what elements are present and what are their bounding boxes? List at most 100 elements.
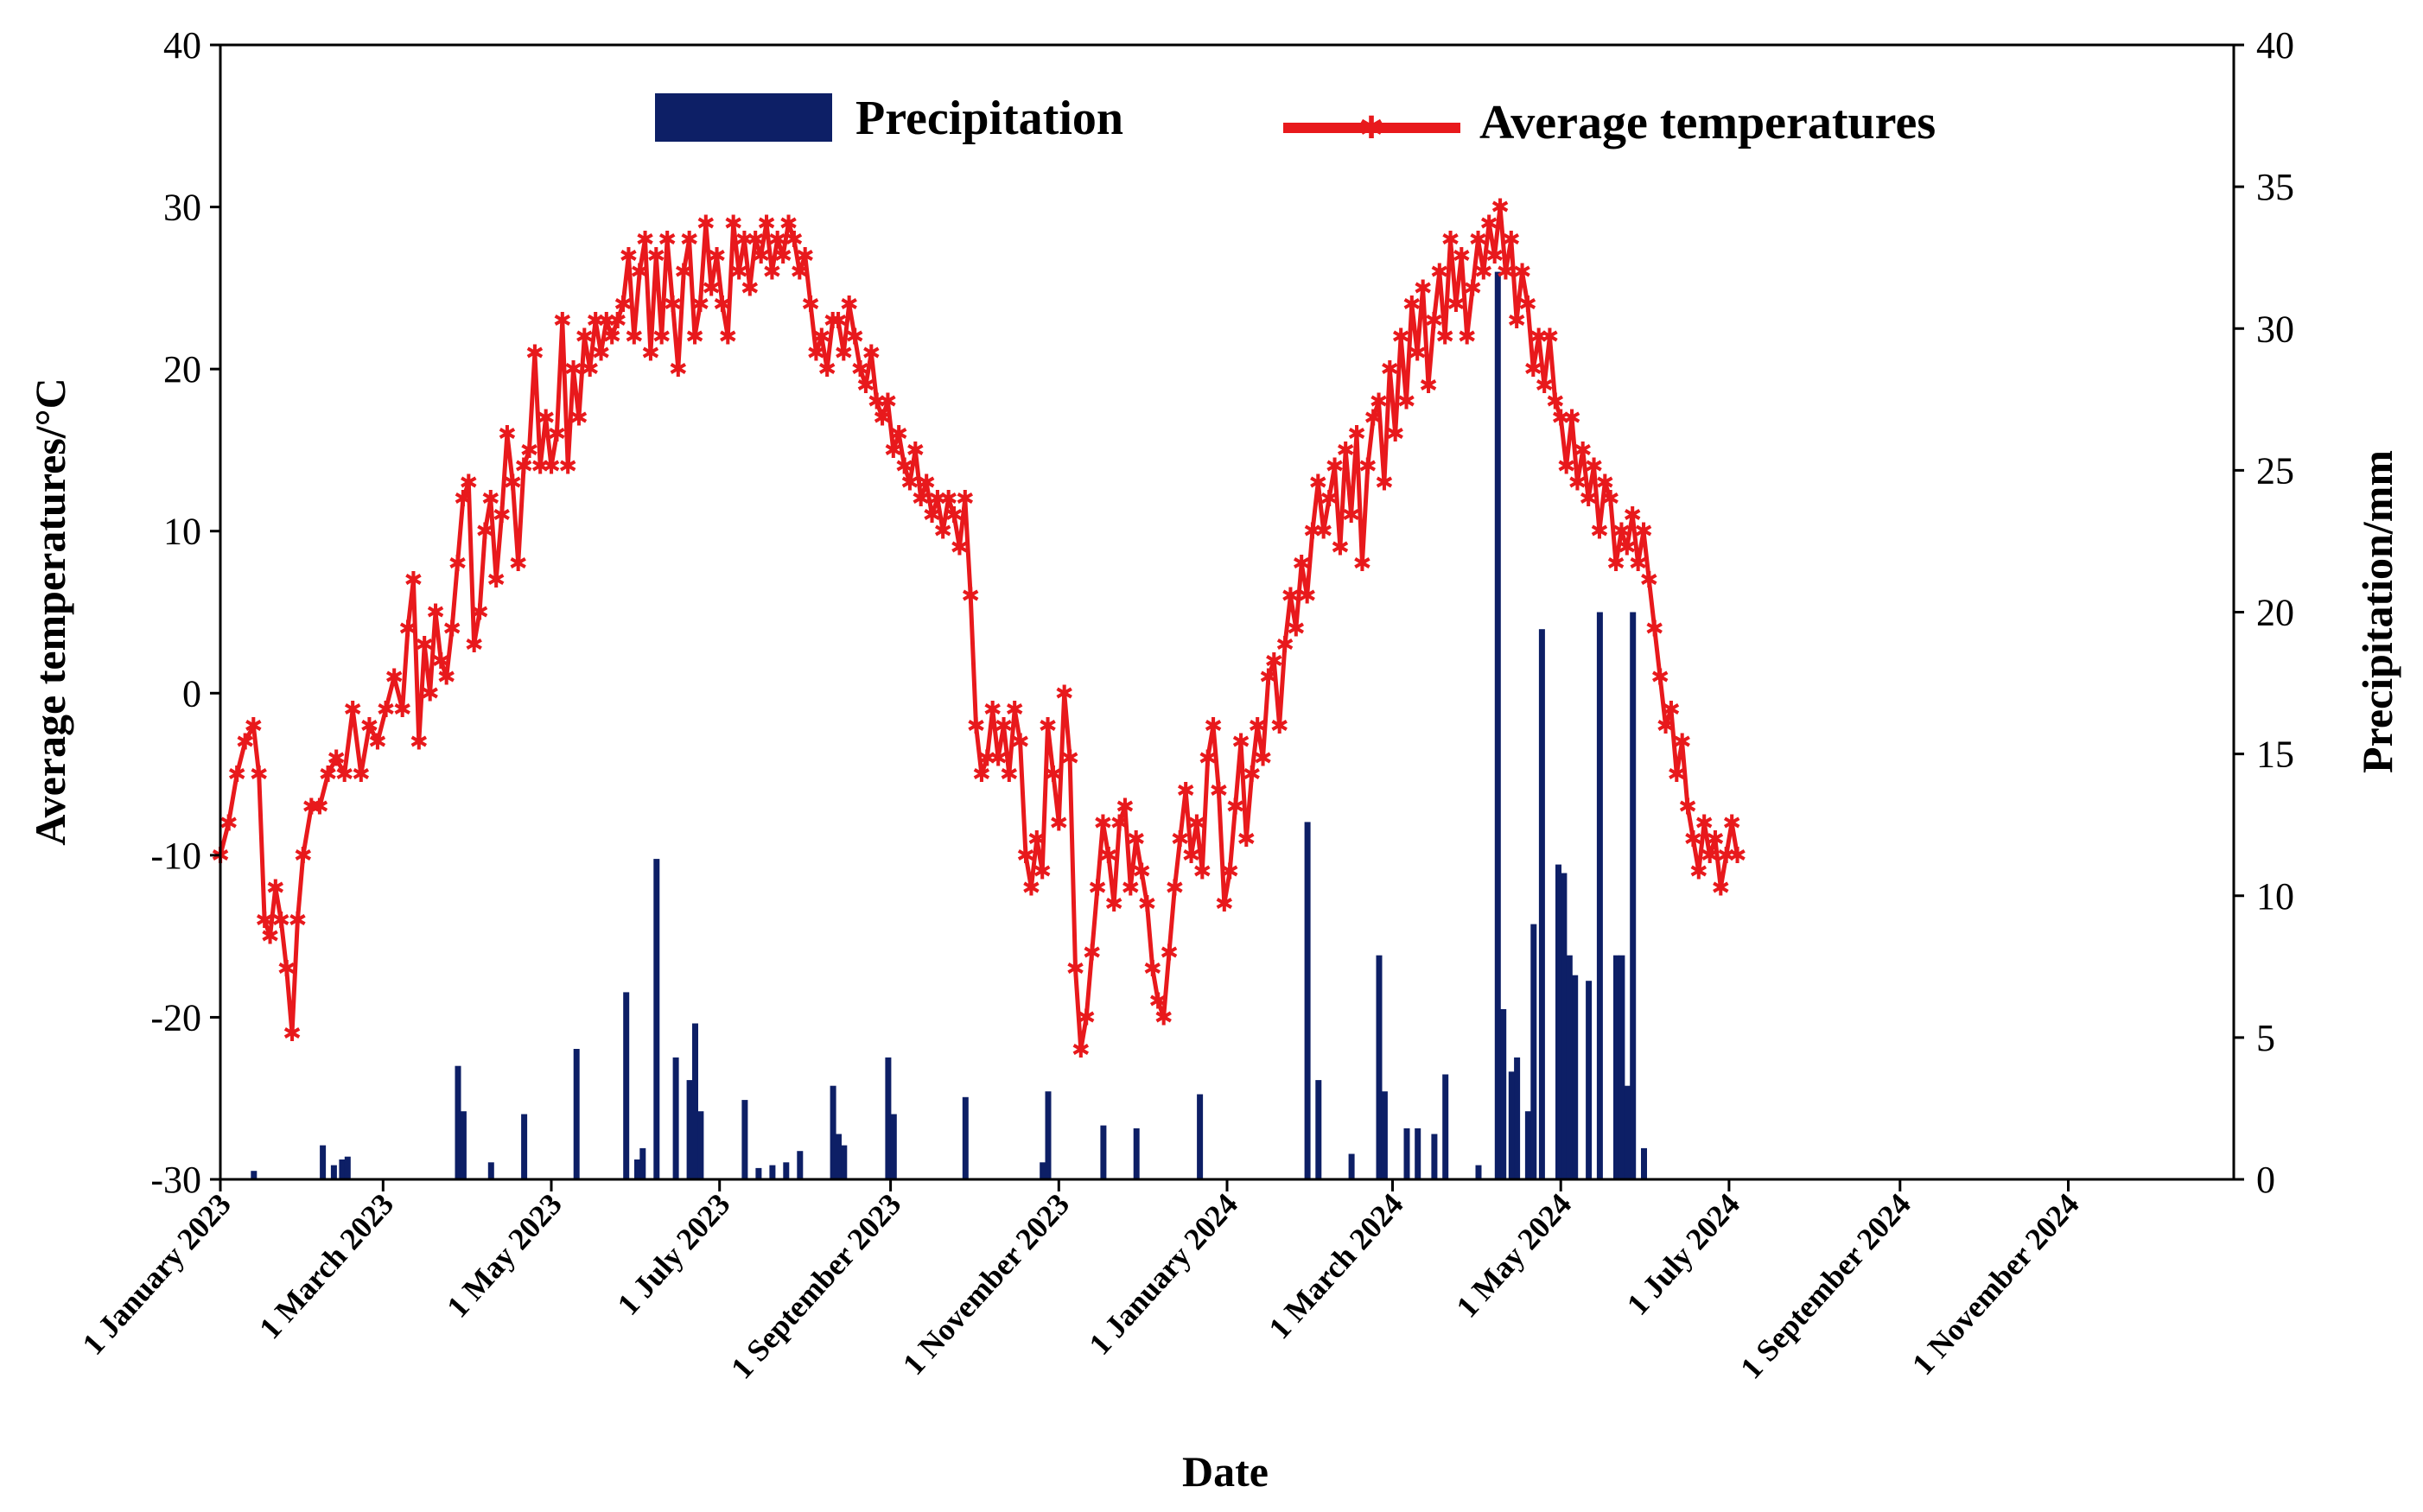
precipitation-bar [1586, 981, 1593, 1179]
temperature-point: ✱ [1711, 875, 1730, 901]
temperature-point: ✱ [824, 308, 843, 334]
temperature-point: ✱ [410, 730, 429, 756]
temperature-point: ✱ [630, 260, 649, 286]
temperature-point: ✱ [465, 632, 484, 658]
temperature-point: ✱ [236, 730, 255, 756]
temperature-point: ✱ [537, 405, 556, 431]
temperature-point: ✱ [368, 730, 387, 756]
temperature-point: ✱ [884, 438, 903, 464]
precipitation-bar [330, 1165, 337, 1179]
temperature-point: ✱ [608, 308, 627, 334]
precipitation-bar [487, 1162, 494, 1179]
temperature-point: ✱ [1639, 568, 1658, 594]
temperature-point: ✱ [487, 568, 506, 594]
temperature-point: ✱ [421, 681, 440, 707]
y-axis-right-title: Precipitation/mm [2353, 450, 2401, 773]
temperature-point: ✱ [503, 470, 522, 496]
precipitation-bar [686, 1080, 693, 1179]
temperature-point: ✱ [553, 308, 572, 334]
temperature-point: ✱ [244, 714, 263, 740]
temperature-point: ✱ [1210, 778, 1229, 804]
temperature-point: ✱ [923, 503, 942, 529]
temperature-point: ✱ [1226, 795, 1245, 821]
temperature-point: ✱ [219, 810, 238, 836]
y-left-tick-label: 20 [163, 348, 201, 391]
temperature-point: ✱ [1160, 940, 1179, 966]
temperature-point: ✱ [1491, 195, 1510, 221]
y-right-tick-label: 15 [2256, 734, 2294, 776]
temperature-point: ✱ [1458, 325, 1477, 351]
temperature-point: ✱ [1557, 454, 1576, 480]
precipitation-bar [672, 1057, 679, 1179]
precipitation-bar [841, 1145, 848, 1179]
temperature-point: ✱ [1099, 843, 1118, 869]
temperature-point: ✱ [1248, 714, 1267, 740]
temperature-point: ✱ [1187, 810, 1206, 836]
x-tick-label: 1 January 2023 [75, 1187, 238, 1362]
temperature-point: ✱ [1303, 519, 1322, 545]
precipitation-bar [1596, 612, 1603, 1179]
temperature-point: ✱ [807, 340, 826, 366]
precipitation-bar [1538, 629, 1545, 1179]
temperature-point: ✱ [1678, 795, 1697, 821]
precipitation-bar [634, 1159, 640, 1179]
temperature-point: ✱ [1618, 536, 1637, 562]
temperature-point: ✱ [790, 260, 809, 286]
temperature-point: ✱ [1132, 860, 1151, 886]
temperature-point: ✱ [398, 616, 417, 642]
temperature-point: ✱ [437, 665, 456, 691]
temperature-point: ✱ [763, 260, 782, 286]
temperature-point: ✱ [1497, 260, 1516, 286]
temperature-point: ✱ [983, 697, 1002, 723]
temperature-point: ✱ [641, 340, 660, 366]
temperature-point: ✱ [1701, 843, 1720, 869]
temperature-point: ✱ [426, 600, 445, 626]
precipitation-bar [251, 1171, 258, 1179]
temperature-point: ✱ [879, 390, 898, 416]
temperature-point: ✱ [1717, 843, 1736, 869]
temperature-point: ✱ [1728, 843, 1747, 869]
temperature-point: ✱ [393, 697, 412, 723]
temperature-point: ✱ [1243, 762, 1262, 788]
temperature-point: ✱ [1320, 486, 1339, 512]
x-tick-label: 1 May 2024 [1449, 1187, 1578, 1325]
precipitation-bar [1100, 1125, 1107, 1179]
temperature-point: ✱ [1016, 843, 1035, 869]
temperature-point: ✱ [266, 875, 285, 901]
temperature-point: ✱ [277, 956, 296, 982]
temperature-point: ✱ [1049, 810, 1068, 836]
precipitation-bar [1315, 1080, 1322, 1179]
temperature-point: ✱ [377, 697, 396, 723]
temperature-point: ✱ [442, 616, 461, 642]
temperature-point: ✱ [1645, 616, 1664, 642]
temperature-point: ✱ [493, 503, 512, 529]
temperature-point: ✱ [928, 486, 947, 512]
legend-temperature-swatch-marker: ✱ [1358, 111, 1384, 146]
y-right-tick-label: 35 [2256, 166, 2294, 208]
temperature-point: ✱ [1419, 373, 1438, 399]
temperature-point: ✱ [564, 357, 583, 383]
precipitation-bar [1133, 1128, 1140, 1179]
temperature-point: ✱ [1270, 714, 1289, 740]
precipitation-bar [783, 1162, 790, 1179]
temperature-point: ✱ [1513, 260, 1532, 286]
temperature-point: ✱ [498, 422, 517, 448]
temperature-point: ✱ [851, 357, 870, 383]
legend-precipitation-swatch [655, 93, 832, 142]
temperature-point: ✱ [1541, 325, 1560, 351]
temperature-point: ✱ [1673, 730, 1692, 756]
temperature-point: ✱ [1502, 227, 1521, 253]
temperature-point: ✱ [1391, 325, 1410, 351]
precipitation-bar [741, 1100, 748, 1179]
temperature-line [218, 205, 1739, 1052]
precipitation-bar [755, 1167, 762, 1179]
temperature-point: ✱ [1182, 843, 1201, 869]
temperature-point: ✱ [1215, 892, 1234, 918]
x-tick-label: 1 March 2023 [252, 1187, 400, 1346]
temperature-point: ✱ [514, 454, 533, 480]
precipitation-bar [1431, 1134, 1438, 1179]
temperature-point: ✱ [1430, 260, 1449, 286]
y-right-tick-label: 10 [2256, 875, 2294, 918]
temperature-point: ✱ [1000, 762, 1019, 788]
temperature-point: ✱ [801, 292, 820, 318]
